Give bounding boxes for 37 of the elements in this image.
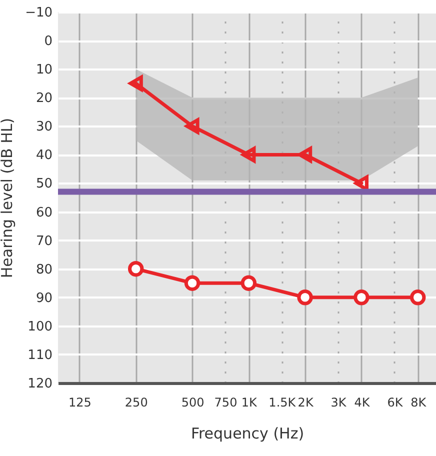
- y-tick-label: 120: [28, 376, 52, 392]
- y-tick-label: 10: [36, 62, 52, 78]
- y-tick-label: 20: [36, 91, 52, 106]
- y-tick-label: 40: [36, 148, 52, 164]
- y-tick-label: 60: [36, 205, 52, 220]
- x-tick-label: 500: [181, 396, 204, 410]
- y-tick-label: 0: [44, 34, 52, 50]
- y-tick-label: 110: [28, 348, 52, 363]
- x-tick-label: 1.5K: [268, 396, 297, 410]
- y-tick-label: 90: [36, 290, 52, 306]
- point: [240, 275, 257, 291]
- point: [184, 275, 200, 291]
- y-tick-label: 100: [28, 319, 52, 334]
- point: [297, 290, 313, 306]
- x-tick-label: 8K: [410, 396, 428, 410]
- x-tick-label: 6K: [387, 396, 404, 410]
- x-tick-label: 750: [214, 396, 238, 410]
- x-tick-label: 125: [68, 396, 92, 410]
- x-tick-label: 1K: [241, 396, 258, 410]
- point: [242, 146, 256, 163]
- y-tick-label: 80: [36, 262, 52, 278]
- y-tick-label: 50: [36, 176, 52, 192]
- y-tick-label: −10: [25, 6, 52, 20]
- y-tick-label: 30: [36, 120, 52, 135]
- x-tick-label: 250: [124, 396, 148, 410]
- y-tick-label: 70: [36, 234, 52, 249]
- point: [185, 118, 200, 134]
- point: [410, 290, 426, 306]
- point: [128, 75, 143, 92]
- x-tick-label: 4K: [354, 396, 371, 410]
- x-tick-label: 2K: [298, 396, 314, 410]
- y-axis-title: Hearing level (dB HL): [0, 118, 16, 278]
- x-tick-label: 3K: [330, 396, 348, 410]
- point: [128, 260, 144, 277]
- point: [354, 290, 370, 306]
- point: [298, 146, 312, 163]
- x-axis-title: Frequency (Hz): [190, 424, 304, 442]
